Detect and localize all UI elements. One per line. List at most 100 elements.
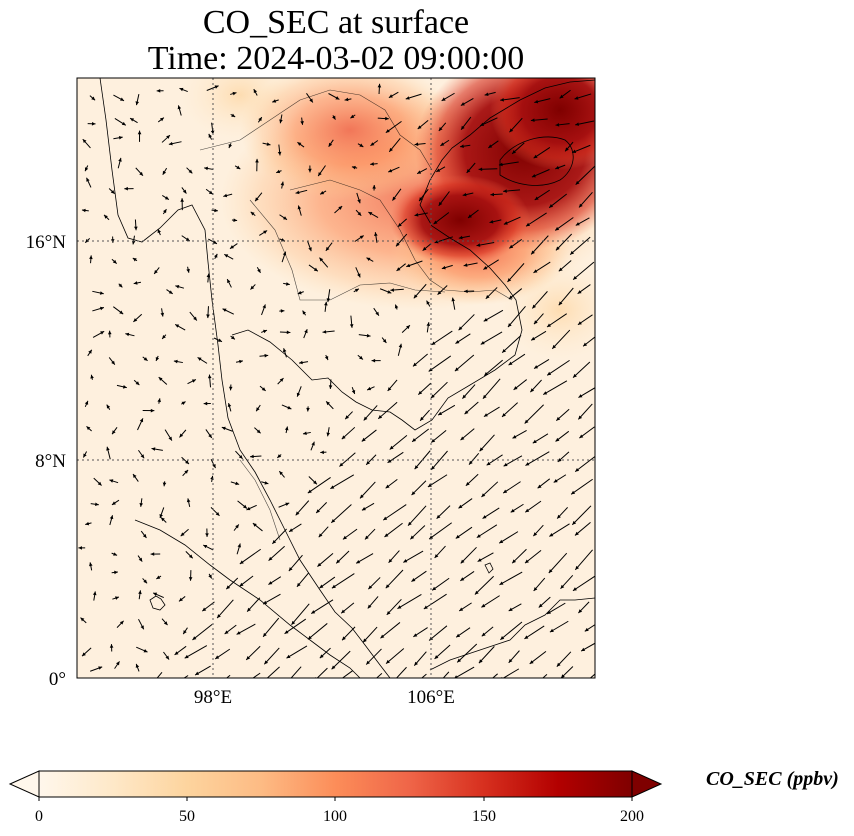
wind-arrow — [226, 278, 232, 288]
wind-arrow — [295, 500, 310, 516]
wind-arrow — [479, 117, 498, 127]
wind-arrow — [89, 562, 93, 571]
wind-arrow — [250, 284, 256, 290]
wind-arrow — [177, 105, 182, 116]
wind-arrow — [166, 289, 174, 295]
wind-arrow — [417, 120, 429, 130]
wind-arrow — [513, 379, 527, 391]
wind-arrow — [236, 543, 241, 555]
wind-arrow — [409, 525, 426, 540]
wind-arrow — [307, 477, 331, 494]
wind-arrow — [385, 569, 404, 589]
wind-arrow — [385, 648, 405, 664]
wind-arrow — [325, 242, 333, 252]
wind-arrow — [416, 168, 428, 175]
wind-arrow — [388, 91, 399, 99]
wind-arrow — [320, 450, 327, 455]
wind-arrow — [228, 384, 233, 391]
wind-arrow — [204, 166, 214, 171]
wind-arrow — [181, 187, 187, 194]
wind-arrow — [153, 267, 160, 275]
wind-arrow — [255, 404, 261, 412]
colorbar-tick-0: 0 — [35, 808, 43, 825]
wind-arrow — [78, 546, 86, 550]
wind-arrow — [577, 284, 591, 295]
wind-arrow — [326, 427, 331, 437]
wind-arrow — [138, 590, 142, 600]
wind-arrow — [116, 384, 127, 389]
wind-arrow — [413, 651, 427, 666]
wind-arrow — [395, 666, 407, 678]
wind-arrow — [181, 456, 190, 465]
wind-arrow — [297, 141, 305, 148]
wind-arrow — [574, 521, 591, 536]
wind-arrow — [291, 603, 310, 626]
wind-arrow — [334, 205, 343, 214]
wind-arrow — [93, 477, 102, 486]
wind-arrow — [163, 651, 170, 660]
wind-arrow — [214, 253, 218, 260]
map-frame — [76, 77, 596, 679]
wind-arrow — [111, 552, 118, 556]
wind-arrow — [161, 618, 168, 626]
wind-arrow — [574, 93, 592, 100]
wind-arrow — [462, 384, 476, 399]
wind-arrow — [380, 622, 401, 639]
wind-arrow — [205, 528, 209, 537]
wind-arrow — [282, 348, 287, 358]
wind-arrow — [106, 446, 111, 460]
wind-arrow — [319, 647, 331, 659]
wind-arrow — [261, 481, 269, 485]
wind-arrow — [276, 169, 282, 174]
wind-arrow — [533, 577, 546, 592]
wind-arrow — [225, 577, 239, 590]
wind-arrow — [357, 143, 364, 148]
wind-arrow — [306, 93, 314, 103]
wind-arrow — [363, 405, 378, 421]
wind-arrow — [92, 330, 105, 338]
wind-arrow — [508, 288, 523, 300]
wind-arrow — [365, 454, 377, 466]
wind-arrow — [574, 549, 593, 571]
wind-arrow — [407, 505, 427, 527]
wind-arrow — [318, 526, 329, 538]
wind-arrow — [89, 666, 103, 672]
map-title-variable: CO_SEC at surface — [202, 4, 470, 41]
wind-arrow — [136, 646, 148, 653]
wind-arrow — [525, 212, 547, 227]
wind-arrow — [246, 597, 261, 612]
wind-arrow — [84, 165, 89, 172]
wind-arrow — [135, 94, 140, 106]
wind-arrow — [262, 593, 281, 605]
wind-arrow — [87, 349, 93, 357]
colorbar-tick-100: 100 — [323, 808, 347, 825]
wind-arrow — [295, 189, 308, 195]
wind-arrow — [411, 570, 427, 582]
wind-arrow — [111, 499, 120, 506]
wind-arrow — [317, 553, 334, 567]
wind-arrow — [259, 230, 268, 236]
wind-arrow — [114, 117, 127, 126]
wind-arrow — [256, 266, 261, 274]
wind-arrow — [308, 165, 312, 173]
wind-arrow — [161, 134, 171, 143]
wind-arrow — [556, 507, 568, 519]
wind-arrow — [417, 382, 432, 395]
wind-arrow — [503, 189, 521, 193]
wind-arrow — [234, 165, 241, 170]
wind-arrow — [546, 313, 567, 328]
wind-arrow — [263, 647, 280, 665]
wind-arrow — [189, 311, 198, 321]
wind-arrow — [87, 121, 96, 126]
wind-arrow — [476, 524, 498, 539]
wind-arrow — [575, 120, 595, 126]
wind-arrow — [109, 515, 114, 526]
wind-arrow — [455, 333, 471, 345]
wind-arrow — [174, 645, 187, 656]
wind-arrow — [584, 624, 595, 632]
wind-arrow — [192, 623, 213, 641]
wind-arrow — [162, 167, 168, 175]
wind-arrow — [374, 232, 378, 243]
wind-arrow — [187, 379, 197, 385]
wind-arrow — [413, 627, 428, 638]
